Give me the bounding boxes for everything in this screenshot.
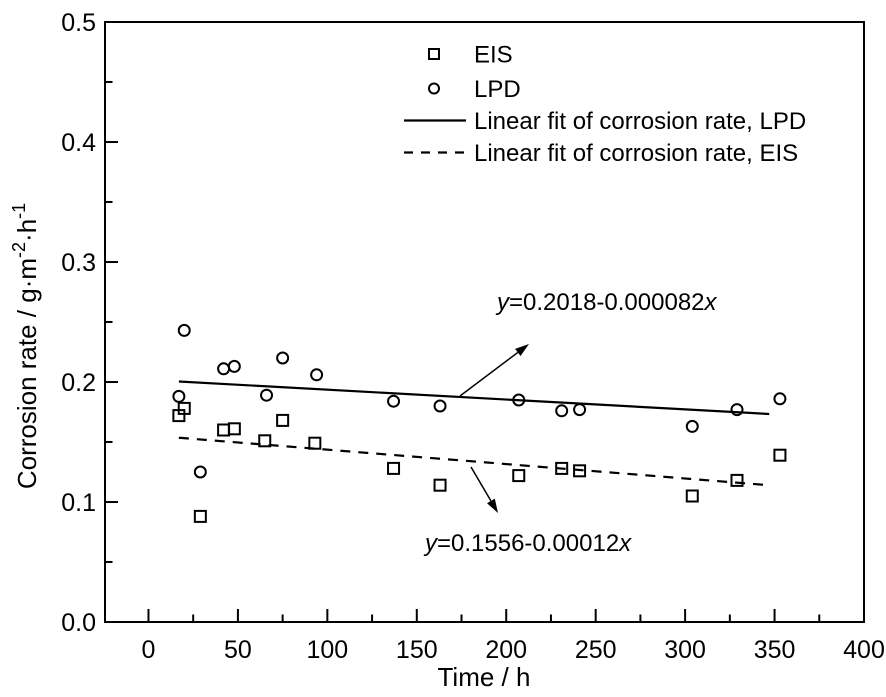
lpd-point-marker bbox=[172, 389, 186, 403]
y-axis: 0.0 0.1 0.2 0.3 0.4 0.5 bbox=[61, 9, 118, 637]
x-axis: 0 50 100 150 200 250 300 350 400 bbox=[142, 609, 885, 664]
y-tick-label: 0.3 bbox=[61, 249, 96, 277]
x-tick-label: 400 bbox=[843, 636, 885, 664]
lpd-point-marker bbox=[555, 404, 569, 418]
x-tick-label: 0 bbox=[142, 636, 156, 664]
annotation-lpd-equation: y=0.2018-0.000082x bbox=[495, 289, 718, 316]
y-tick-label: 0.0 bbox=[61, 609, 96, 637]
eis-point-marker bbox=[227, 422, 241, 436]
legend-item-label: Linear fit of corrosion rate, EIS bbox=[474, 140, 798, 167]
eis-point-marker bbox=[512, 469, 526, 483]
y-tick-label: 0.5 bbox=[61, 9, 96, 37]
x-axis-title: Time / h bbox=[438, 662, 531, 692]
lpd-point-marker bbox=[730, 403, 744, 417]
y-axis-title: Corrosion rate / g·m-2·h-1 bbox=[9, 203, 42, 489]
lpd-point-marker bbox=[773, 392, 787, 406]
lpd-point-marker bbox=[310, 368, 324, 382]
eis-point-marker bbox=[193, 509, 207, 523]
y-tick-label: 0.4 bbox=[61, 129, 96, 157]
eis-point-marker bbox=[433, 478, 447, 492]
x-tick-label: 250 bbox=[575, 636, 617, 664]
arrow-head-icon bbox=[487, 498, 498, 513]
x-tick-label: 150 bbox=[396, 636, 438, 664]
x-tick-label: 350 bbox=[754, 636, 796, 664]
legend-square-marker-icon bbox=[428, 48, 440, 60]
lpd-point-marker bbox=[260, 388, 274, 402]
lpd-point-marker bbox=[193, 465, 207, 479]
lpd-point-marker bbox=[177, 323, 191, 337]
y-tick-label: 0.1 bbox=[61, 489, 96, 517]
legend-item-label: Linear fit of corrosion rate, LPD bbox=[474, 108, 806, 135]
eis-point-marker bbox=[308, 436, 322, 450]
lpd-point-marker bbox=[512, 393, 526, 407]
eis-point-marker bbox=[685, 489, 699, 503]
lpd-point-marker bbox=[573, 403, 587, 417]
eis-point-marker bbox=[177, 401, 191, 415]
lpd-point-marker bbox=[276, 351, 290, 365]
lpd-point-marker bbox=[387, 394, 401, 408]
x-tick-label: 50 bbox=[224, 636, 252, 664]
eis-point-marker bbox=[258, 434, 272, 448]
legend-item-label: EIS bbox=[474, 42, 513, 69]
eis-point-marker bbox=[555, 461, 569, 475]
fit-line-lpd bbox=[178, 380, 770, 416]
x-tick-label: 100 bbox=[306, 636, 348, 664]
lpd-point-marker bbox=[227, 359, 241, 373]
lpd-point-marker bbox=[433, 399, 447, 413]
arrow-shaft bbox=[459, 351, 519, 397]
plot-border bbox=[104, 21, 865, 623]
y-tick-label: 0.2 bbox=[61, 369, 96, 397]
eis-point-marker bbox=[276, 413, 290, 427]
legend: EIS LPD Linear fit of corrosion rate, LPD L… bbox=[404, 42, 806, 167]
x-tick-label: 300 bbox=[664, 636, 706, 664]
fit-line-eis bbox=[178, 436, 770, 487]
eis-point-marker bbox=[573, 464, 587, 478]
arrow-head-icon bbox=[515, 344, 529, 357]
legend-item-label: LPD bbox=[474, 76, 521, 103]
eis-point-marker bbox=[730, 473, 744, 487]
arrow-eis-equation bbox=[470, 466, 498, 513]
series-eis-points bbox=[172, 401, 787, 523]
eis-point-marker bbox=[773, 448, 787, 462]
lpd-point-marker bbox=[685, 419, 699, 433]
arrow-lpd-equation bbox=[459, 344, 529, 397]
eis-point-marker bbox=[387, 461, 401, 475]
annotation-eis-equation: y=0.1556-0.00012x bbox=[423, 530, 632, 557]
legend-circle-marker-icon bbox=[428, 82, 440, 95]
x-tick-label: 200 bbox=[485, 636, 527, 664]
series-lpd-points bbox=[172, 323, 787, 479]
arrow-shaft bbox=[470, 466, 492, 502]
